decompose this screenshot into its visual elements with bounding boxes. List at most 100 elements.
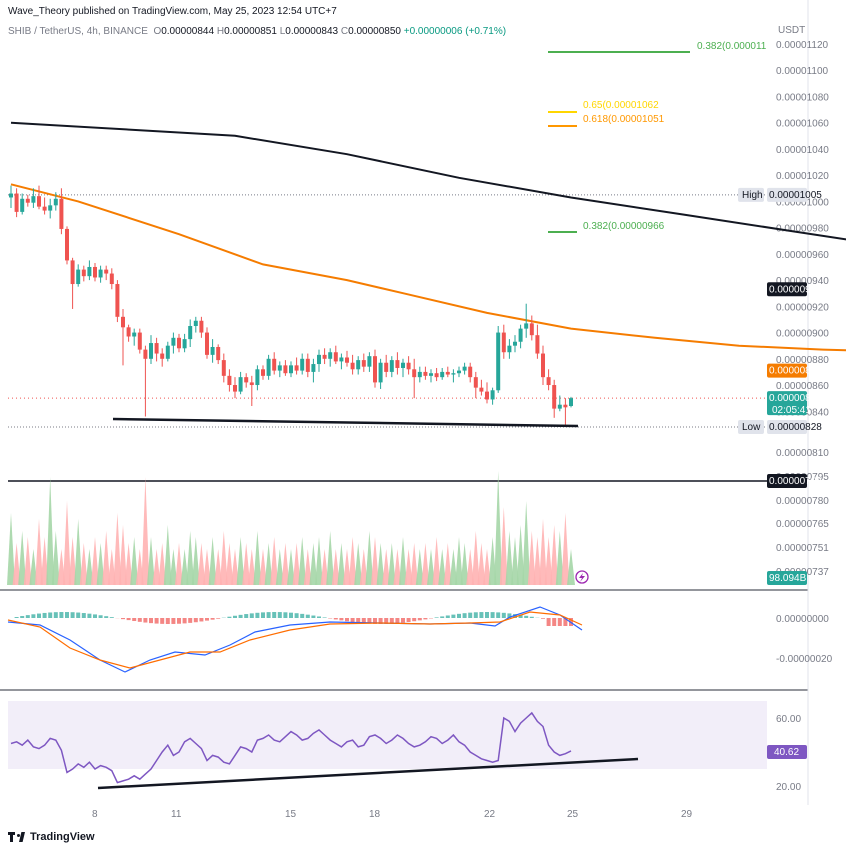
volume-mark	[247, 549, 256, 585]
volume-mark	[46, 477, 55, 585]
macd-histogram-bar	[42, 612, 47, 618]
candle-body	[445, 371, 450, 375]
macd-histogram-bar	[367, 618, 372, 624]
volume-mark	[303, 549, 312, 585]
rsi-support-trendline	[97, 757, 639, 790]
candle-body	[294, 365, 299, 371]
volume-mark	[51, 531, 60, 585]
volume-mark	[102, 531, 111, 585]
candle-body	[451, 373, 456, 375]
macd-histogram-bar	[490, 612, 495, 618]
candle-body	[121, 316, 125, 328]
volume-mark	[443, 543, 452, 585]
volume-mark	[169, 549, 178, 585]
volume-mark	[74, 519, 83, 585]
price-tick-label: 0.00001080	[776, 92, 829, 103]
volume-mark	[18, 531, 27, 585]
fib-label: 0.65(0.00001062	[583, 100, 659, 111]
candle-body	[255, 369, 260, 386]
candle-body	[535, 335, 540, 354]
macd-histogram-bar	[238, 614, 243, 618]
macd-histogram-bar	[37, 613, 41, 618]
candle-body	[569, 398, 573, 407]
open-value: 0.00000844	[161, 26, 215, 37]
volume-mark	[158, 543, 167, 585]
candle-body	[149, 343, 153, 359]
low-label: L	[279, 26, 286, 37]
volume-mark	[567, 549, 575, 585]
volume-mark	[130, 537, 139, 585]
volume-mark	[438, 549, 447, 585]
volume-mark	[287, 549, 295, 585]
candle-body	[177, 337, 181, 349]
price-tick-label: 0.00001060	[776, 119, 829, 130]
tag-Low-bg	[738, 420, 764, 434]
macd-histogram-bar	[81, 613, 86, 618]
price-tick-label: 0.00001120	[776, 40, 829, 51]
candle-body	[70, 260, 75, 285]
volume-mark	[499, 507, 508, 585]
price-support-trendline	[112, 417, 579, 428]
candle-body	[59, 198, 64, 229]
rsi-line	[10, 711, 572, 784]
tradingview-logo-icon	[8, 832, 26, 842]
candle-body	[440, 371, 445, 378]
volume-mark	[331, 549, 340, 585]
macd-histogram-bar	[462, 613, 467, 618]
volume-mark	[264, 543, 273, 585]
volume-mark	[477, 543, 486, 585]
macd-histogram-bar	[507, 613, 512, 618]
macd-histogram-bar	[143, 618, 148, 623]
macd-histogram-bar	[25, 615, 30, 618]
candle-body	[552, 385, 557, 409]
macd-histogram-bar	[132, 618, 137, 622]
macd-histogram-bar	[233, 615, 237, 618]
volume-mark	[421, 543, 430, 585]
macd-histogram-bar	[65, 612, 69, 618]
price-tick-label: 0.00000960	[776, 250, 829, 261]
macd-histogram-bar	[272, 612, 277, 618]
macd-histogram-bar	[479, 612, 484, 618]
macd-histogram-bar	[14, 617, 19, 618]
candle-body	[143, 349, 148, 359]
candle-body	[350, 362, 355, 370]
macd-histogram-bar	[261, 612, 265, 618]
macd-histogram-bar	[249, 613, 254, 618]
open-label: O	[153, 26, 162, 37]
volume-mark	[197, 543, 206, 585]
macd-histogram-bar	[70, 612, 75, 618]
volume-mark	[427, 549, 435, 585]
volume-mark	[376, 543, 385, 585]
volume-mark	[79, 543, 88, 585]
candle-body	[165, 345, 170, 359]
candle-body	[429, 373, 433, 376]
candle-body	[546, 377, 551, 386]
low-value: 0.00000843	[285, 26, 339, 37]
tag-Low: Low	[742, 422, 761, 433]
macd-histogram-bar	[423, 618, 428, 620]
price-tick-label: 0.00001020	[776, 171, 829, 182]
publisher-line: Wave_Theory published on TradingView.com…	[8, 6, 337, 17]
macd-histogram-bar	[518, 614, 523, 618]
macd-histogram-bar	[546, 618, 551, 626]
symbol-label: SHIB / TetherUS, 4h, BINANCE	[8, 26, 148, 37]
volume-mark	[371, 537, 379, 585]
candle-body	[87, 266, 92, 277]
volume-mark	[393, 549, 402, 585]
macd-histogram-bar	[87, 613, 92, 618]
macd-histogram-bar	[188, 618, 193, 623]
candle-body	[373, 356, 377, 383]
macd-histogram-bar	[93, 614, 97, 618]
candle-body	[300, 358, 305, 371]
volume-mark	[214, 549, 223, 585]
macd-histogram-bar	[255, 612, 260, 618]
macd-histogram-bar	[384, 618, 389, 624]
candle-body	[216, 346, 221, 361]
candle-body	[115, 284, 120, 317]
macd-histogram-bar	[98, 615, 103, 618]
macd-histogram-bar	[457, 613, 461, 618]
macd-histogram-bar	[149, 618, 153, 624]
volume-mark	[63, 501, 71, 585]
volume-mark	[236, 537, 245, 585]
